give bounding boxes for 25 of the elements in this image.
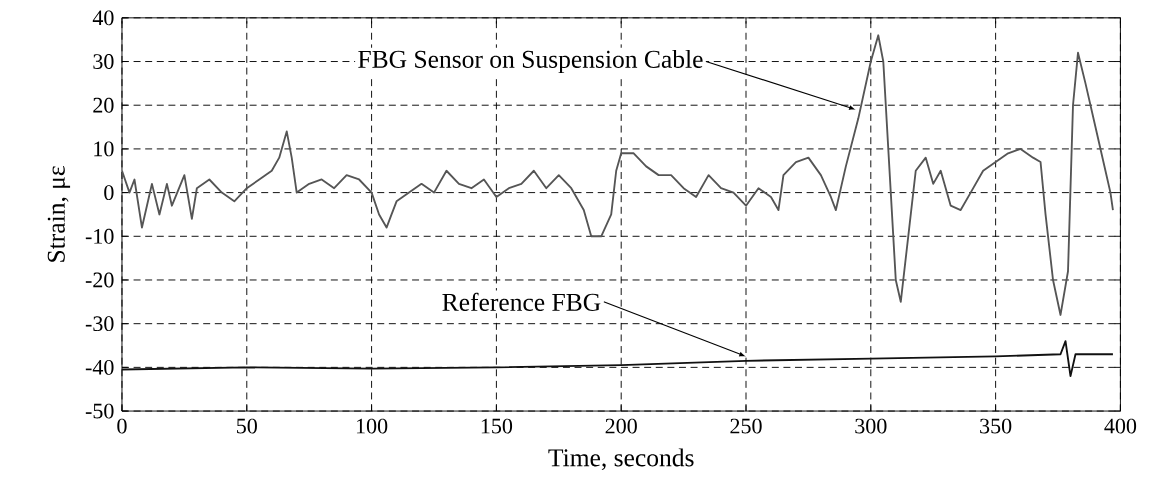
y-tick-label: -40	[85, 359, 114, 375]
x-tick-label: 150	[481, 418, 513, 434]
y-tick-label: 40	[92, 10, 114, 26]
annotation: Reference FBG	[442, 292, 601, 311]
x-tick-label: 100	[356, 418, 388, 434]
x-tick-label: 0	[117, 418, 127, 434]
y-axis-title: Strain, με	[47, 165, 71, 262]
x-tick-label: 350	[980, 418, 1012, 434]
y-tick-label: -50	[85, 403, 114, 419]
y-tick-label: 20	[93, 97, 114, 113]
y-tick-label: 10	[94, 141, 114, 157]
x-tick-label: 50	[237, 418, 257, 434]
y-tick-label: -30	[85, 316, 114, 331]
y-tick-label: 30	[93, 53, 114, 69]
annotation: FBG Sensor on Suspension Cable	[358, 49, 703, 73]
y-tick-label: -20	[85, 272, 114, 288]
x-tick-label: 200	[605, 418, 637, 434]
x-tick-label: 300	[855, 418, 887, 434]
line-series	[121, 34, 1114, 316]
line-series	[121, 340, 1114, 377]
y-tick-label: -10	[85, 228, 114, 244]
y-tick-label: 0	[104, 185, 114, 200]
x-tick-label: 400	[1104, 418, 1137, 434]
x-tick-label: 250	[730, 418, 762, 434]
x-axis-title: Time, seconds	[548, 448, 694, 470]
